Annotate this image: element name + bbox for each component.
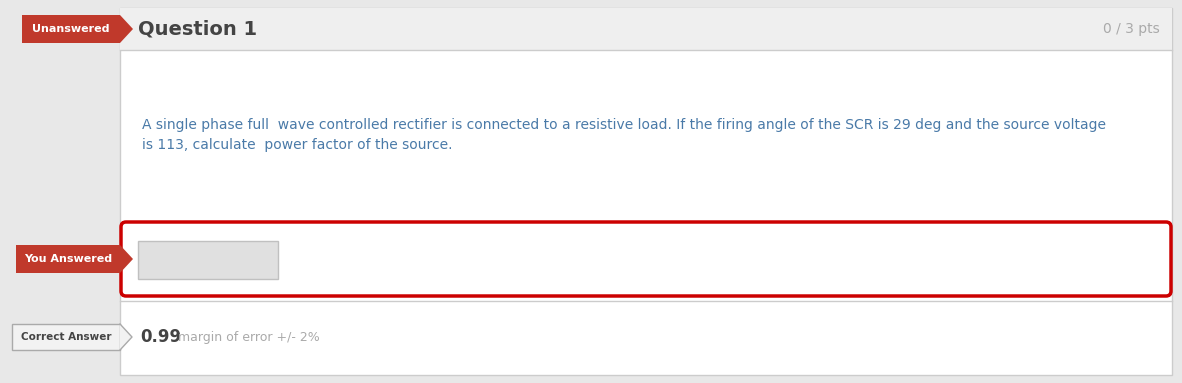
Polygon shape [121, 245, 134, 273]
Text: 0.99: 0.99 [139, 328, 181, 346]
FancyBboxPatch shape [121, 8, 1173, 50]
FancyBboxPatch shape [17, 245, 121, 273]
Text: Unanswered: Unanswered [32, 24, 110, 34]
FancyBboxPatch shape [22, 15, 121, 43]
Text: A single phase full  wave controlled rectifier is connected to a resistive load.: A single phase full wave controlled rect… [142, 118, 1106, 132]
Text: Question 1: Question 1 [138, 20, 258, 39]
Text: is 113, calculate  power factor of the source.: is 113, calculate power factor of the so… [142, 138, 453, 152]
FancyBboxPatch shape [12, 324, 121, 350]
Polygon shape [121, 324, 132, 350]
Text: margin of error +/- 2%: margin of error +/- 2% [178, 331, 320, 344]
FancyBboxPatch shape [138, 241, 278, 279]
Text: 0 / 3 pts: 0 / 3 pts [1103, 22, 1160, 36]
Text: You Answered: You Answered [24, 254, 112, 264]
FancyBboxPatch shape [121, 8, 1173, 375]
Text: Correct Answer: Correct Answer [21, 332, 111, 342]
Polygon shape [121, 15, 134, 43]
FancyBboxPatch shape [121, 222, 1171, 296]
